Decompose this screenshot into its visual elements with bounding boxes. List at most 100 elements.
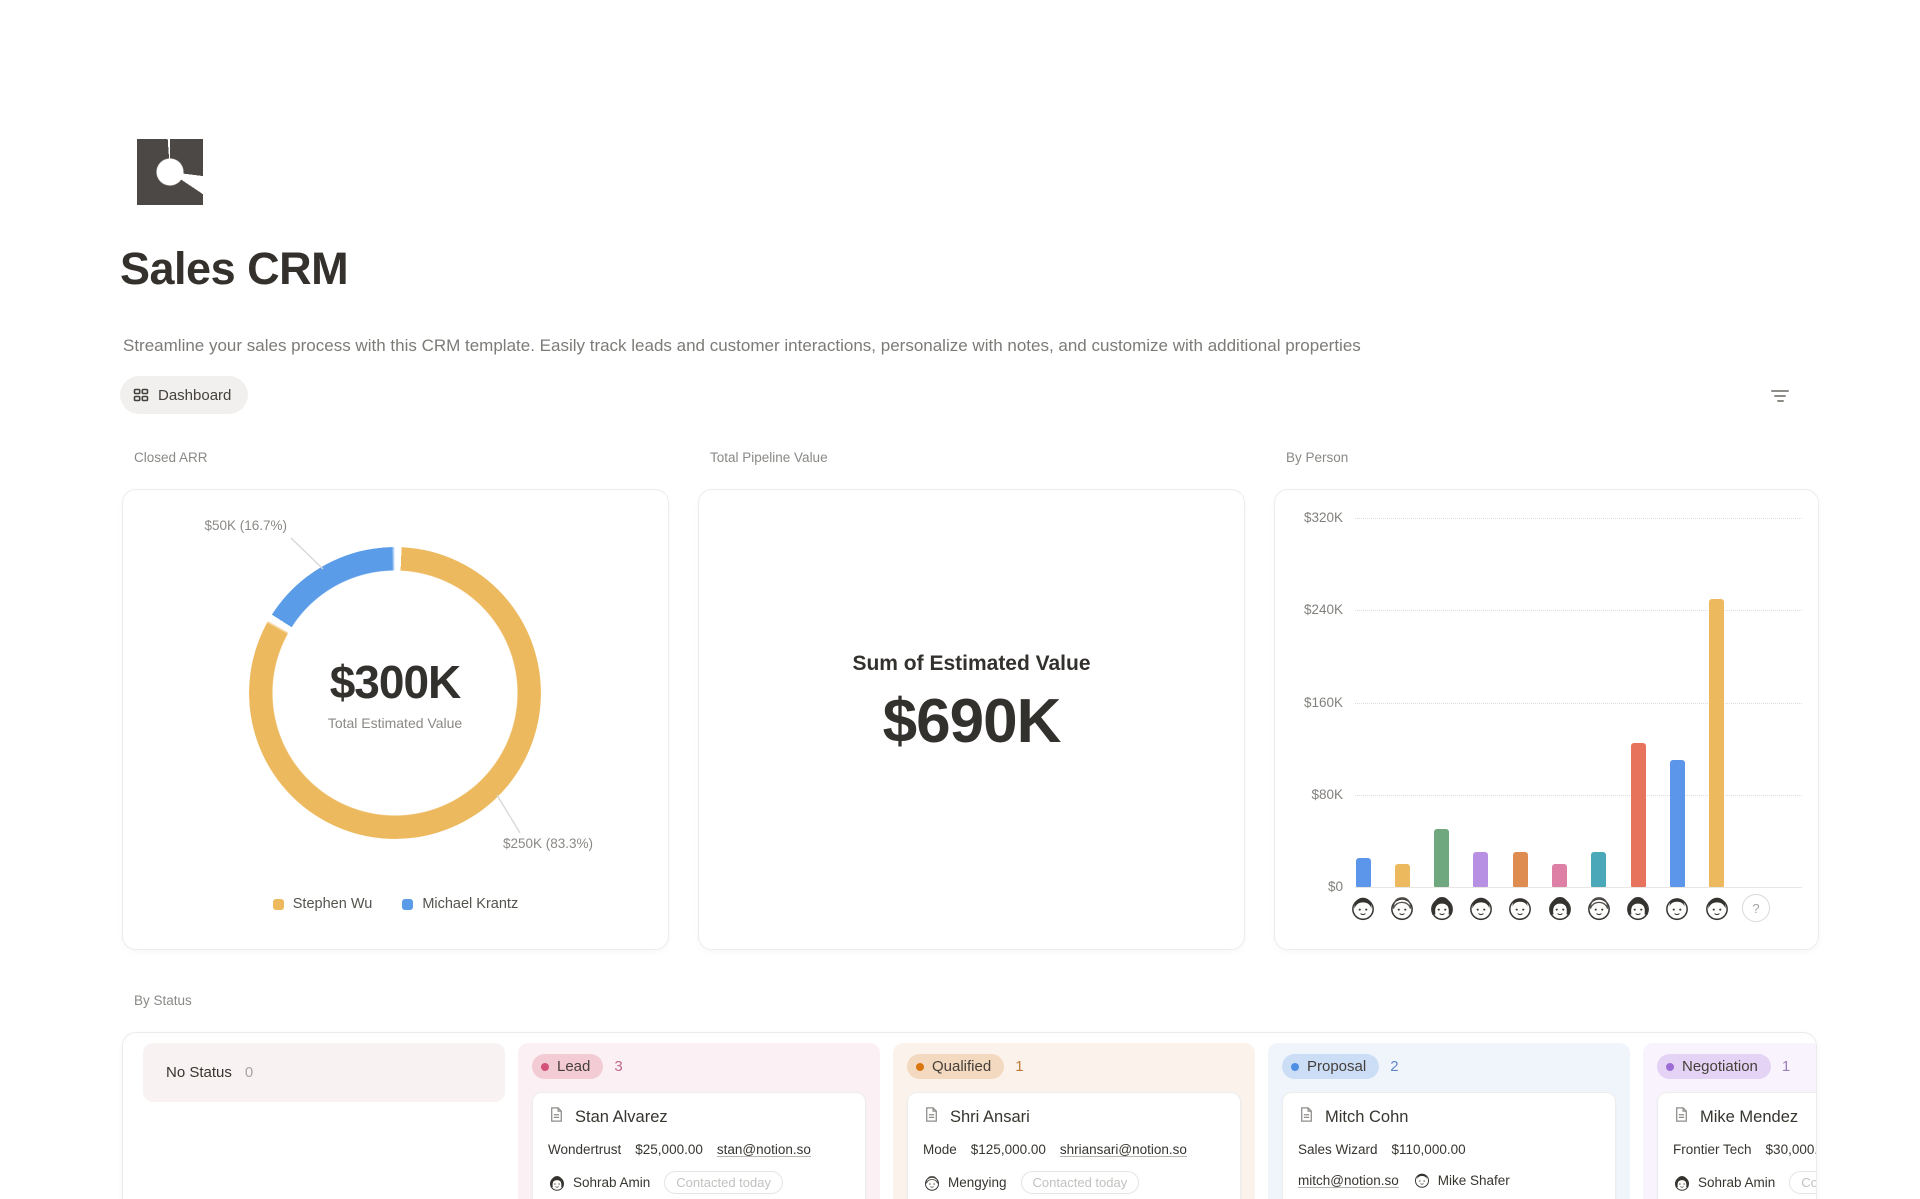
column-count: 2 <box>1390 1058 1399 1075</box>
donut-chart <box>249 547 541 839</box>
legend-label: Stephen Wu <box>292 896 373 912</box>
board-column-qualified: Qualified 1 Shri Ansari Mode $125,000.00 shri… <box>893 1043 1255 1199</box>
person-name: Sohrab Amin <box>573 1175 651 1190</box>
column-count: 0 <box>244 1064 254 1081</box>
bar-person-8 <box>1630 743 1646 887</box>
card-field-value: Frontier Tech <box>1673 1142 1752 1157</box>
crm-card-mitch-cohn[interactable]: Mitch Cohn Sales Wizard $110,000.00 mitch@n… <box>1282 1092 1616 1199</box>
by-status-label: By Status <box>134 993 192 1008</box>
status-pill-lead[interactable]: Lead <box>532 1054 604 1079</box>
status-dot <box>1291 1062 1299 1071</box>
card-title: Mitch Cohn <box>1325 1107 1409 1126</box>
bar-person-10 <box>1709 599 1725 887</box>
closed-arr-chart-card: $300K Total Estimated Value $50K (16.7%)… <box>122 489 669 950</box>
card-property-row: Sales Wizard $110,000.00 <box>1298 1142 1600 1157</box>
board-column-proposal: Proposal 2 Mitch Cohn Sales Wizard $110,000.… <box>1268 1043 1630 1199</box>
person-tag: Sohrab Amin <box>1673 1174 1775 1192</box>
donut-legend: Stephen Wu Michael Krantz <box>123 896 668 912</box>
by-person-label: By Person <box>1286 450 1349 465</box>
page-title: Sales CRM <box>120 243 349 294</box>
legend-label: Michael Krantz <box>422 896 519 912</box>
person-avatar-icon <box>1673 1174 1691 1192</box>
document-icon <box>1673 1106 1690 1128</box>
x-axis-avatar-face-icon <box>1663 894 1691 922</box>
card-title: Stan Alvarez <box>575 1107 668 1126</box>
card-property-row: Sohrab Amin Contacted today <box>1673 1171 1816 1194</box>
y-axis-tick-label: $320K <box>1303 510 1343 525</box>
person-tag: Mike Shafer <box>1413 1171 1510 1189</box>
board-column-lead: Lead 3 Stan Alvarez Wondertrust $25,000.00 st… <box>518 1043 880 1199</box>
contacted-status-chip: Contacted today <box>1789 1171 1816 1194</box>
column-header: Negotiation 1 <box>1657 1054 1816 1079</box>
legend-swatch <box>402 898 414 910</box>
x-axis-avatar-face-icon <box>1506 894 1534 922</box>
x-axis-avatar-face-icon <box>1428 894 1456 922</box>
status-pill-proposal[interactable]: Proposal <box>1282 1054 1380 1079</box>
card-field-value: $110,000.00 <box>1391 1142 1466 1157</box>
x-axis-avatar-face-icon <box>1624 894 1652 922</box>
column-label: No Status <box>166 1064 232 1081</box>
crm-card-stan-alvarez[interactable]: Stan Alvarez Wondertrust $25,000.00 stan@no… <box>532 1092 866 1199</box>
card-property-row: mitch@notion.so Mike Shafer <box>1298 1171 1600 1189</box>
status-dot <box>1666 1062 1674 1071</box>
status-pill-qualified[interactable]: Qualified <box>907 1054 1005 1079</box>
contacted-status-chip: Contacted today <box>664 1171 783 1194</box>
tab-dashboard-label: Dashboard <box>158 386 232 404</box>
board-column-negotiation: Negotiation 1 Mike Mendez Frontier Tech $30,… <box>1643 1043 1816 1199</box>
filter-lines-icon[interactable] <box>1764 382 1796 410</box>
crm-card-shri-ansari[interactable]: Shri Ansari Mode $125,000.00 shriansari@not… <box>907 1092 1241 1199</box>
card-field-value: Mode <box>923 1142 957 1157</box>
by-person-chart-card: $320K $240K $160K $80K $0? <box>1274 489 1819 950</box>
contacted-status-chip: Contacted today <box>1020 1171 1140 1194</box>
question-mark-icon: ? <box>1742 894 1770 922</box>
document-icon <box>548 1106 565 1128</box>
x-axis-avatar-face-icon <box>1546 894 1574 922</box>
x-axis-avatar-face-icon <box>1388 894 1416 922</box>
card-title: Mike Mendez <box>1700 1107 1799 1126</box>
person-tag: Mengying <box>923 1174 1007 1192</box>
document-icon <box>923 1106 940 1128</box>
donut-total-sublabel: Total Estimated Value <box>327 715 463 731</box>
tab-dashboard[interactable]: Dashboard <box>120 376 249 414</box>
card-field-value: Wondertrust <box>548 1142 622 1157</box>
bar-person-4 <box>1473 852 1489 887</box>
gridline <box>1355 610 1802 612</box>
bar-person-5 <box>1512 852 1528 887</box>
bar-person-9 <box>1669 760 1685 887</box>
card-property-row: Mode $125,000.00 shriansari@notion.so <box>923 1142 1225 1157</box>
column-header: Proposal 2 <box>1282 1054 1616 1079</box>
card-title: Shri Ansari <box>950 1107 1030 1126</box>
column-count: 3 <box>614 1058 623 1075</box>
total-pipeline-card: Sum of Estimated Value $690K <box>698 489 1245 950</box>
email-link[interactable]: stan@notion.so <box>716 1142 811 1157</box>
email-link[interactable]: shriansari@notion.so <box>1059 1142 1187 1157</box>
x-axis-baseline <box>1355 887 1802 888</box>
legend-swatch <box>272 898 284 910</box>
by-status-board: No Status 0 Lead 3 Stan Alvarez Wondertrust $2… <box>122 1032 1817 1199</box>
card-property-row: Mengying Contacted today <box>923 1171 1225 1194</box>
person-tag: Sohrab Amin <box>548 1174 650 1192</box>
bar-person-6 <box>1552 864 1567 887</box>
x-axis-avatar-face-icon <box>1467 894 1495 922</box>
x-axis-avatar-unknown-icon: ? <box>1742 894 1770 922</box>
card-property-row: Wondertrust $25,000.00 stan@notion.so <box>548 1142 850 1157</box>
legend-item-stephen-wu: Stephen Wu <box>272 896 373 912</box>
status-dot <box>916 1062 924 1071</box>
person-avatar-icon <box>548 1174 566 1192</box>
status-pill-label: Lead <box>557 1058 591 1075</box>
column-header-no-status[interactable]: No Status 0 <box>143 1043 505 1102</box>
status-pill-negotiation[interactable]: Negotiation <box>1657 1054 1771 1079</box>
crm-card-mike-mendez[interactable]: Mike Mendez Frontier Tech $30,000.00 Sohrab… <box>1657 1092 1816 1199</box>
pipeline-metric-value: $690K <box>882 687 1062 756</box>
x-axis-avatar-face-icon <box>1703 894 1731 922</box>
gridline <box>1355 518 1802 519</box>
email-link[interactable]: mitch@notion.so <box>1298 1172 1399 1188</box>
card-field-value: $125,000.00 <box>970 1142 1046 1157</box>
card-field-value: Sales Wizard <box>1298 1142 1378 1157</box>
board-column-no-status: No Status 0 <box>143 1043 505 1199</box>
gridline <box>1355 702 1802 704</box>
bar-person-3 <box>1434 829 1450 887</box>
page-description: Streamline your sales process with this … <box>123 336 1361 355</box>
card-property-row: Sohrab Amin Contacted today <box>548 1171 850 1194</box>
